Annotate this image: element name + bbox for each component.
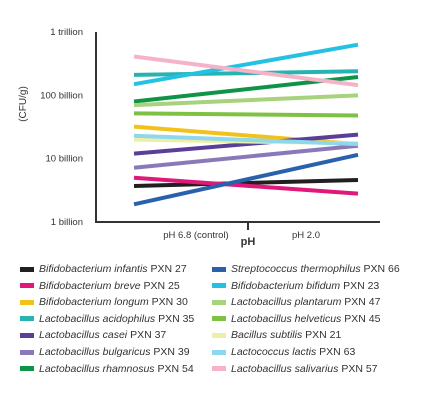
y-tick-label: 1 billion xyxy=(51,217,83,228)
y-tick-labels: 1 billion 10 billion 100 billion 1 trillion xyxy=(40,27,83,228)
legend-item: Lactobacillus salivarius PXN 57 xyxy=(212,362,378,376)
legend-swatch xyxy=(212,316,226,322)
legend-label: Lactobacillus casei PXN 37 xyxy=(39,328,166,342)
series-line xyxy=(133,152,359,207)
legend-item: Lactococcus lactis PXN 63 xyxy=(212,345,355,359)
legend-label: Bacillus subtilis PXN 21 xyxy=(231,328,341,342)
legend-swatch xyxy=(20,266,34,272)
legend-swatch xyxy=(212,266,226,272)
y-tick-label: 10 billion xyxy=(46,154,84,165)
legend-strain: PXN 23 xyxy=(343,279,380,292)
legend-strain: PXN 66 xyxy=(363,263,400,275)
legend-item: Lactobacillus helveticus PXN 45 xyxy=(212,312,380,326)
legend-strain: PXN 25 xyxy=(143,279,180,292)
legend-strain: PXN 35 xyxy=(158,312,195,325)
legend-strain: PXN 63 xyxy=(319,346,356,358)
legend: Bifidobacterium infantis PXN 27 Bifidobac… xyxy=(20,262,430,382)
y-tick-label: 100 billion xyxy=(40,90,83,101)
legend-item: Bifidobacterium breve PXN 25 xyxy=(20,279,180,293)
legend-item: Bifidobacterium infantis PXN 27 xyxy=(20,262,187,276)
legend-species: Bifidobacterium longum xyxy=(39,296,149,309)
series-line xyxy=(133,178,359,189)
y-tick-label: 1 trillion xyxy=(50,27,83,38)
legend-swatch xyxy=(212,299,226,305)
legend-swatch xyxy=(212,283,226,289)
legend-swatch xyxy=(212,349,226,355)
legend-item: Bifidobacterium longum PXN 30 xyxy=(20,295,188,309)
legend-label: Bifidobacterium infantis PXN 27 xyxy=(39,262,187,276)
legend-swatch xyxy=(212,332,226,338)
legend-label: Lactobacillus helveticus PXN 45 xyxy=(231,312,380,326)
series-lines xyxy=(133,42,359,207)
x-tick-labels: pH 6.8 (control) pH 2.0 xyxy=(163,230,320,241)
series-line xyxy=(133,42,359,87)
axes xyxy=(95,32,380,230)
legend-species: Bifidobacterium bifidum xyxy=(231,279,341,292)
y-axis-title: (CFU/g) xyxy=(18,86,29,122)
legend-item: Lactobacillus plantarum PXN 47 xyxy=(212,295,380,309)
legend-species: Lactobacillus acidophilus xyxy=(39,312,156,325)
series-line xyxy=(133,132,359,156)
legend-species: Lactobacillus casei xyxy=(39,329,128,342)
legend-label: Lactobacillus acidophilus PXN 35 xyxy=(39,312,194,326)
legend-label: Streptococcus thermophilus PXN 66 xyxy=(231,262,400,276)
legend-species: Bacillus subtilis xyxy=(231,329,303,342)
x-tick-label: pH 6.8 (control) xyxy=(163,230,228,241)
series-line xyxy=(133,69,359,77)
legend-item: Lactobacillus rhamnosus PXN 54 xyxy=(20,362,194,376)
series-line xyxy=(133,143,359,170)
legend-strain: PXN 27 xyxy=(150,263,187,275)
legend-species: Bifidobacterium infantis xyxy=(39,263,148,275)
legend-species: Lactobacillus bulgaricus xyxy=(39,346,151,358)
legend-strain: PXN 21 xyxy=(305,329,342,342)
series-line xyxy=(133,93,359,108)
legend-item: Lactobacillus bulgaricus PXN 39 xyxy=(20,345,190,359)
legend-species: Streptococcus thermophilus xyxy=(231,263,361,275)
legend-item: Lactobacillus acidophilus PXN 35 xyxy=(20,312,194,326)
legend-label: Lactobacillus salivarius PXN 57 xyxy=(231,362,378,376)
legend-strain: PXN 45 xyxy=(344,312,381,325)
legend-label: Lactobacillus bulgaricus PXN 39 xyxy=(39,345,190,359)
legend-item: Lactobacillus casei PXN 37 xyxy=(20,328,166,342)
legend-swatch xyxy=(20,299,34,305)
legend-label: Bifidobacterium bifidum PXN 23 xyxy=(231,279,379,293)
legend-strain: PXN 54 xyxy=(157,362,194,375)
legend-species: Bifidobacterium breve xyxy=(39,279,141,292)
legend-label: Lactobacillus rhamnosus PXN 54 xyxy=(39,362,194,376)
x-axis-title: pH xyxy=(241,236,256,248)
legend-species: Lactobacillus plantarum xyxy=(231,296,342,309)
x-tick-label: pH 2.0 xyxy=(292,230,320,241)
legend-strain: PXN 37 xyxy=(130,329,167,342)
legend-swatch xyxy=(212,366,226,372)
legend-item: Streptococcus thermophilus PXN 66 xyxy=(212,262,400,276)
legend-label: Lactococcus lactis PXN 63 xyxy=(231,345,355,359)
legend-species: Lactococcus lactis xyxy=(231,346,317,358)
legend-swatch xyxy=(20,332,34,338)
legend-label: Bifidobacterium longum PXN 30 xyxy=(39,295,188,309)
legend-species: Lactobacillus rhamnosus xyxy=(39,362,155,375)
legend-swatch xyxy=(20,283,34,289)
legend-strain: PXN 47 xyxy=(344,296,381,309)
legend-swatch xyxy=(20,316,34,322)
legend-label: Bifidobacterium breve PXN 25 xyxy=(39,279,180,293)
legend-swatch xyxy=(20,366,34,372)
legend-strain: PXN 57 xyxy=(341,362,378,375)
legend-species: Lactobacillus helveticus xyxy=(231,312,342,325)
series-line xyxy=(133,175,359,196)
legend-swatch xyxy=(20,349,34,355)
series-line xyxy=(133,111,359,118)
legend-item: Bifidobacterium bifidum PXN 23 xyxy=(212,279,379,293)
series-line xyxy=(133,133,359,147)
legend-strain: PXN 30 xyxy=(151,296,188,309)
series-line xyxy=(133,54,359,88)
line-chart: 1 billion 10 billion 100 billion 1 trillion… xyxy=(18,27,380,248)
legend-strain: PXN 39 xyxy=(153,346,190,358)
legend-item: Bacillus subtilis PXN 21 xyxy=(212,328,341,342)
legend-species: Lactobacillus salivarius xyxy=(231,362,339,375)
legend-label: Lactobacillus plantarum PXN 47 xyxy=(231,295,380,309)
